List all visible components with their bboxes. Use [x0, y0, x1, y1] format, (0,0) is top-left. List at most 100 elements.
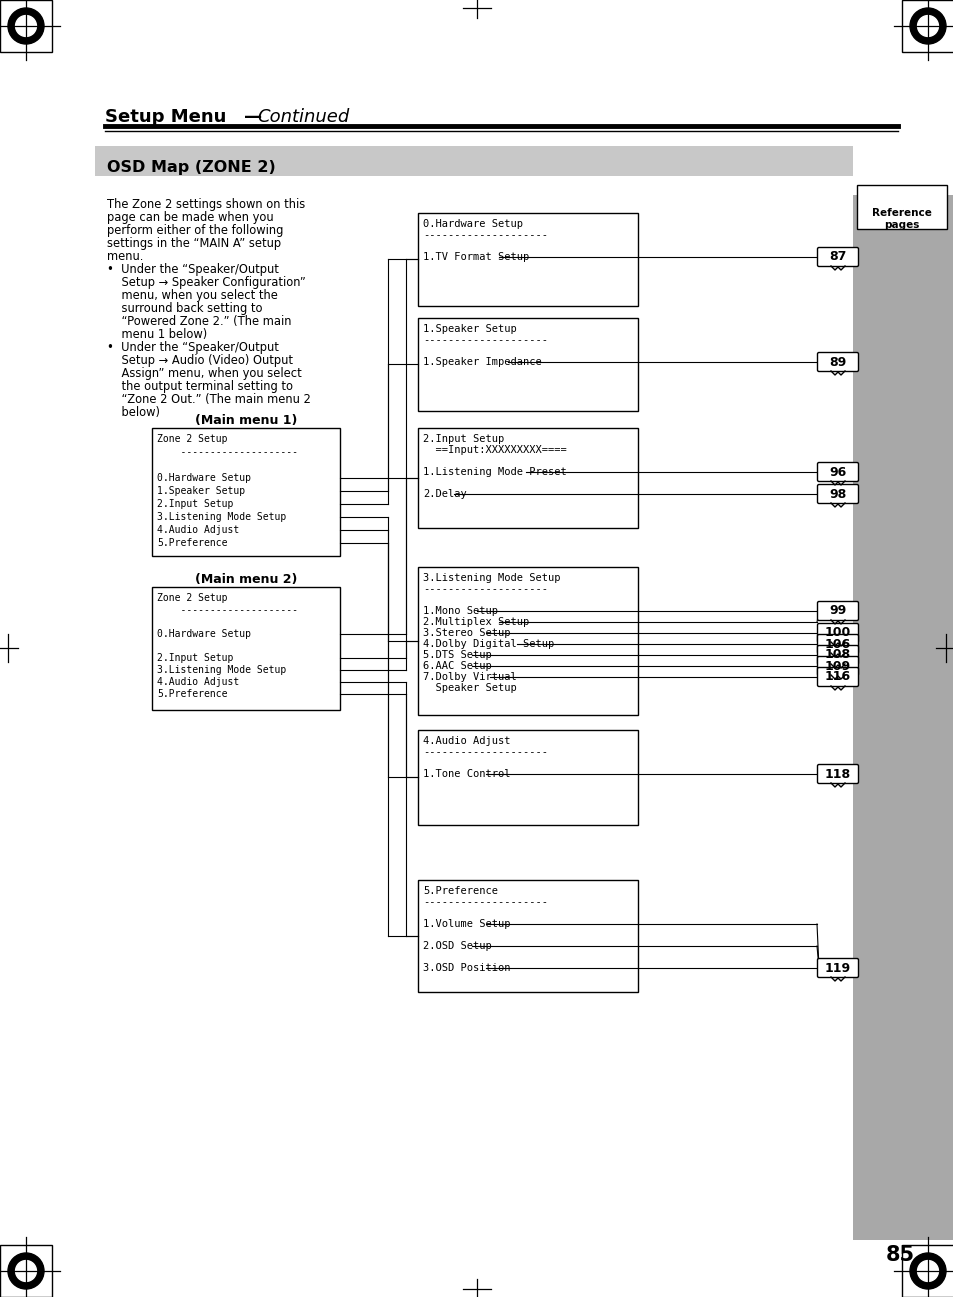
- Text: 1.Tone Control: 1.Tone Control: [422, 769, 510, 779]
- Text: 0.Hardware Setup: 0.Hardware Setup: [422, 219, 522, 230]
- Text: •  Under the “Speaker/Output: • Under the “Speaker/Output: [107, 263, 278, 276]
- Bar: [417, 879, 638, 992]
- Text: --------------------: --------------------: [422, 898, 547, 907]
- Circle shape: [8, 1253, 44, 1289]
- Bar: [417, 213, 638, 306]
- FancyBboxPatch shape: [817, 646, 858, 664]
- Text: Setup → Speaker Configuration”: Setup → Speaker Configuration”: [107, 276, 305, 289]
- Text: ==Input:XXXXXXXXX====: ==Input:XXXXXXXXX====: [422, 445, 566, 455]
- Text: the output terminal setting to: the output terminal setting to: [107, 380, 293, 393]
- FancyBboxPatch shape: [817, 463, 858, 481]
- Text: 1.Volume Setup: 1.Volume Setup: [422, 920, 510, 929]
- Text: --------------------: --------------------: [157, 447, 297, 457]
- Text: 2.Multiplex Setup: 2.Multiplex Setup: [422, 617, 529, 626]
- Bar: [417, 318, 638, 411]
- FancyBboxPatch shape: [817, 248, 858, 266]
- Text: •  Under the “Speaker/Output: • Under the “Speaker/Output: [107, 341, 278, 354]
- Text: 99: 99: [828, 604, 845, 617]
- Bar: [417, 730, 638, 825]
- Text: 1.Speaker Impedance: 1.Speaker Impedance: [422, 357, 541, 367]
- Text: 106: 106: [824, 638, 850, 651]
- Text: 4.Audio Adjust: 4.Audio Adjust: [157, 525, 239, 534]
- Text: 89: 89: [828, 355, 845, 368]
- Bar: [0, 1245, 52, 1297]
- Text: settings in the “MAIN A” setup: settings in the “MAIN A” setup: [107, 237, 281, 250]
- Text: 96: 96: [828, 466, 845, 479]
- Bar: [901, 0, 953, 52]
- Circle shape: [909, 1253, 945, 1289]
- Text: --------------------: --------------------: [157, 604, 297, 615]
- Text: 100: 100: [824, 626, 850, 639]
- Text: 1.Speaker Setup: 1.Speaker Setup: [422, 324, 517, 335]
- Circle shape: [909, 8, 945, 44]
- Text: 109: 109: [824, 659, 850, 673]
- FancyBboxPatch shape: [817, 958, 858, 978]
- Text: “Powered Zone 2.” (The main: “Powered Zone 2.” (The main: [107, 315, 292, 328]
- Text: “Zone 2 Out.” (The main menu 2: “Zone 2 Out.” (The main menu 2: [107, 393, 311, 406]
- Text: 1.Mono Setup: 1.Mono Setup: [422, 606, 497, 616]
- Text: --------------------: --------------------: [422, 230, 547, 240]
- Bar: [152, 428, 339, 556]
- Text: surround back setting to: surround back setting to: [107, 302, 262, 315]
- Text: Reference
pages: Reference pages: [871, 208, 931, 230]
- Text: Setup → Audio (Video) Output: Setup → Audio (Video) Output: [107, 354, 293, 367]
- Text: 2.Delay: 2.Delay: [422, 489, 466, 499]
- Bar: [0, 0, 52, 52]
- Text: 4.Audio Adjust: 4.Audio Adjust: [422, 735, 510, 746]
- FancyBboxPatch shape: [856, 185, 946, 230]
- Text: 3.Listening Mode Setup: 3.Listening Mode Setup: [157, 512, 286, 521]
- FancyBboxPatch shape: [817, 656, 858, 676]
- Text: 116: 116: [824, 671, 850, 684]
- Text: --------------------: --------------------: [422, 747, 547, 757]
- Text: 2.OSD Setup: 2.OSD Setup: [422, 942, 491, 951]
- Text: 4.Dolby Digital Setup: 4.Dolby Digital Setup: [422, 639, 554, 648]
- Text: 108: 108: [824, 648, 850, 661]
- Text: Speaker Setup: Speaker Setup: [422, 684, 517, 693]
- Text: 98: 98: [828, 488, 845, 501]
- Text: —: —: [244, 108, 262, 126]
- Text: Zone 2 Setup: Zone 2 Setup: [157, 434, 227, 444]
- Text: perform either of the following: perform either of the following: [107, 224, 283, 237]
- Text: (Main menu 2): (Main menu 2): [194, 573, 297, 586]
- Text: below): below): [107, 406, 160, 419]
- Text: page can be made when you: page can be made when you: [107, 211, 274, 224]
- Text: Setup Menu: Setup Menu: [105, 108, 226, 126]
- Text: 1.TV Format Setup: 1.TV Format Setup: [422, 252, 529, 262]
- Text: 2.Input Setup: 2.Input Setup: [157, 499, 233, 508]
- Text: The Zone 2 settings shown on this: The Zone 2 settings shown on this: [107, 198, 305, 211]
- Text: --------------------: --------------------: [422, 335, 547, 345]
- Text: 1.Listening Mode Preset: 1.Listening Mode Preset: [422, 467, 566, 477]
- Circle shape: [917, 1261, 938, 1281]
- Text: 5.Preference: 5.Preference: [157, 538, 227, 549]
- Text: 119: 119: [824, 961, 850, 974]
- Text: menu, when you select the: menu, when you select the: [107, 289, 277, 302]
- Circle shape: [917, 16, 938, 36]
- Text: 4.Audio Adjust: 4.Audio Adjust: [157, 677, 239, 687]
- Text: 0.Hardware Setup: 0.Hardware Setup: [157, 473, 251, 482]
- Text: Continued: Continued: [256, 108, 349, 126]
- Text: 3.Stereo Setup: 3.Stereo Setup: [422, 628, 510, 638]
- Text: 3.Listening Mode Setup: 3.Listening Mode Setup: [157, 665, 286, 674]
- Text: 2.Input Setup: 2.Input Setup: [157, 652, 233, 663]
- Text: 3.Listening Mode Setup: 3.Listening Mode Setup: [422, 573, 560, 582]
- FancyBboxPatch shape: [817, 668, 858, 686]
- Bar: [417, 428, 638, 528]
- Text: 118: 118: [824, 768, 850, 781]
- Bar: [417, 567, 638, 715]
- FancyBboxPatch shape: [817, 624, 858, 642]
- Bar: [901, 1245, 953, 1297]
- Text: (Main menu 1): (Main menu 1): [194, 414, 297, 427]
- Bar: [152, 588, 339, 709]
- Bar: [852, 195, 953, 1240]
- Text: menu.: menu.: [107, 250, 143, 263]
- Text: 6.AAC Setup: 6.AAC Setup: [422, 661, 491, 671]
- Circle shape: [15, 16, 36, 36]
- Circle shape: [8, 8, 44, 44]
- Text: 3.OSD Position: 3.OSD Position: [422, 962, 510, 973]
- FancyBboxPatch shape: [817, 764, 858, 783]
- Text: 0.Hardware Setup: 0.Hardware Setup: [157, 629, 251, 639]
- Text: 5.Preference: 5.Preference: [422, 886, 497, 896]
- Text: --------------------: --------------------: [422, 584, 547, 594]
- Text: Zone 2 Setup: Zone 2 Setup: [157, 593, 227, 603]
- Text: 2.Input Setup: 2.Input Setup: [422, 434, 504, 444]
